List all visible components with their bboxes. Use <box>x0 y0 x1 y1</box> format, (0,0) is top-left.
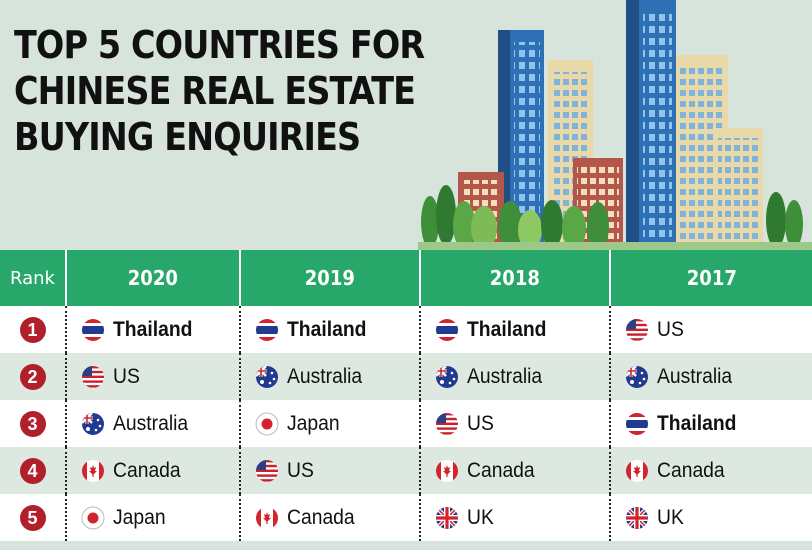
title-line-3: BUYING ENQUIRIES <box>14 115 361 159</box>
country-cell-2019: Australia <box>239 353 420 400</box>
japan-flag-icon <box>81 506 105 530</box>
country-name: UK <box>467 505 494 529</box>
japan-flag-icon <box>255 412 279 436</box>
trees <box>418 185 812 250</box>
canada-flag-icon <box>625 459 649 483</box>
year-label: 2017 <box>686 266 737 290</box>
country-cell-2017: US <box>609 306 812 353</box>
country-cell-2019: Canada <box>239 494 420 541</box>
country-name: Thailand <box>657 411 737 435</box>
us-flag-icon <box>625 318 649 342</box>
canada-flag-icon <box>81 459 105 483</box>
us-flag-icon <box>435 412 459 436</box>
country-cell-2019: Thailand <box>239 306 420 353</box>
uk-flag-icon <box>435 506 459 530</box>
country-name: UK <box>657 505 684 529</box>
country-cell-2018: UK <box>419 494 610 541</box>
country-name: Australia <box>287 364 363 388</box>
australia-flag-icon <box>255 365 279 389</box>
title-line-2: CHINESE REAL ESTATE <box>14 69 416 113</box>
australia-flag-icon <box>625 365 649 389</box>
country-cell-2018: Canada <box>419 447 610 494</box>
year-label: 2019 <box>304 266 356 290</box>
us-flag-icon <box>81 365 105 389</box>
country-name: Canada <box>467 458 535 482</box>
country-cell-2019: Japan <box>239 400 420 447</box>
table-body: 1 Thailand Thailand Thailand US 2 US Australia A… <box>0 306 812 541</box>
table-row: 3 Australia Japan US Thailand <box>0 400 812 447</box>
country-name: Japan <box>113 505 166 529</box>
country-name: Thailand <box>113 317 193 341</box>
country-name: US <box>467 411 494 435</box>
rank-badge: 5 <box>19 504 46 531</box>
thailand-flag-icon <box>625 412 649 436</box>
rank-badge: 4 <box>19 457 46 484</box>
country-name: Australia <box>657 364 733 388</box>
country-name: Canada <box>657 458 725 482</box>
canada-flag-icon <box>255 506 279 530</box>
country-name: Thailand <box>467 317 547 341</box>
country-cell-2019: US <box>239 447 420 494</box>
country-cell-2020: Canada <box>65 447 240 494</box>
rank-badge: 2 <box>19 363 46 390</box>
city-skyline-illustration <box>418 0 812 250</box>
australia-flag-icon <box>435 365 459 389</box>
country-cell-2020: Japan <box>65 494 240 541</box>
chart-title: TOP 5 COUNTRIES FOR CHINESE REAL ESTATE … <box>14 22 425 160</box>
country-name: US <box>657 317 684 341</box>
rank-cell: 3 <box>0 400 66 447</box>
rank-badge: 1 <box>19 316 46 343</box>
header-row: Rank 2020 2019 2018 2017 <box>0 250 812 306</box>
country-cell-2020: Australia <box>65 400 240 447</box>
country-cell-2018: Thailand <box>419 306 610 353</box>
country-name: Canada <box>287 505 355 529</box>
title-line-1: TOP 5 COUNTRIES FOR <box>14 23 425 67</box>
thailand-flag-icon <box>435 318 459 342</box>
country-name: Thailand <box>287 317 367 341</box>
country-cell-2018: US <box>419 400 610 447</box>
country-name: US <box>113 364 140 388</box>
australia-flag-icon <box>81 412 105 436</box>
thailand-flag-icon <box>81 318 105 342</box>
country-name: Australia <box>467 364 543 388</box>
rank-header: Rank <box>0 250 67 306</box>
country-cell-2017: Thailand <box>609 400 812 447</box>
country-cell-2017: Australia <box>609 353 812 400</box>
country-cell-2018: Australia <box>419 353 610 400</box>
rank-cell: 2 <box>0 353 66 400</box>
year-header-2019: 2019 <box>240 250 421 306</box>
country-cell-2020: Thailand <box>65 306 240 353</box>
country-name: Japan <box>287 411 340 435</box>
table-row: 2 US Australia Australia Australia <box>0 353 812 400</box>
country-name: Australia <box>113 411 189 435</box>
country-name: US <box>287 458 314 482</box>
country-cell-2017: Canada <box>609 447 812 494</box>
year-header-2020: 2020 <box>66 250 241 306</box>
uk-flag-icon <box>625 506 649 530</box>
rank-badge: 3 <box>19 410 46 437</box>
canada-flag-icon <box>435 459 459 483</box>
year-header-2018: 2018 <box>420 250 611 306</box>
rank-cell: 5 <box>0 494 66 541</box>
ranking-table: Rank 2020 2019 2018 2017 1 Thailand Thaila… <box>0 250 812 541</box>
year-label: 2020 <box>127 266 179 290</box>
country-name: Canada <box>113 458 181 482</box>
rank-cell: 1 <box>0 306 66 353</box>
rank-cell: 4 <box>0 447 66 494</box>
thailand-flag-icon <box>255 318 279 342</box>
year-header-2017: 2017 <box>610 250 812 306</box>
country-cell-2020: US <box>65 353 240 400</box>
country-cell-2017: UK <box>609 494 812 541</box>
table-row: 4 Canada US Canada Canada <box>0 447 812 494</box>
table-row: 5 Japan Canada UK UK <box>0 494 812 541</box>
table-row: 1 Thailand Thailand Thailand US <box>0 306 812 353</box>
year-label: 2018 <box>489 266 541 290</box>
us-flag-icon <box>255 459 279 483</box>
